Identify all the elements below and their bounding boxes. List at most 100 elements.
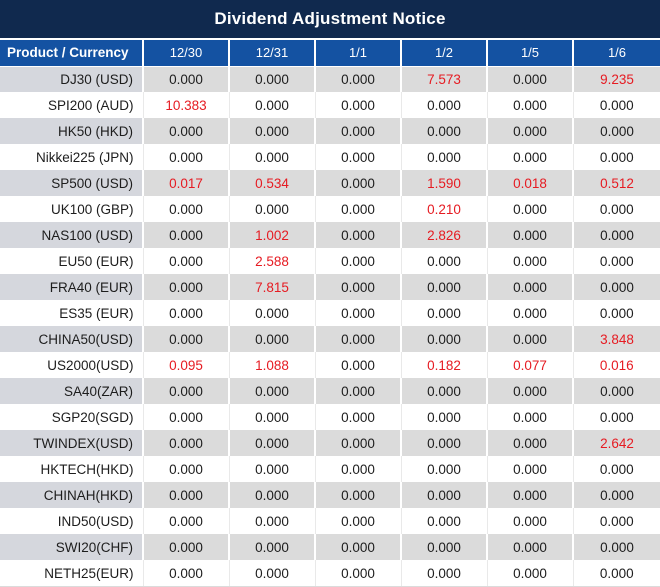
value-cell: 0.000 bbox=[142, 118, 229, 144]
column-header-date-5: 1/5 bbox=[486, 38, 573, 67]
value-cell: 0.000 bbox=[314, 456, 401, 482]
value-cell: 0.000 bbox=[572, 222, 660, 248]
value-cell: 0.000 bbox=[486, 534, 573, 560]
value-cell: 0.000 bbox=[572, 404, 660, 430]
product-label: ES35 (EUR) bbox=[0, 300, 143, 326]
column-header-date-2: 12/31 bbox=[228, 38, 315, 67]
value-cell: 0.000 bbox=[228, 508, 315, 534]
value-cell: 0.000 bbox=[314, 560, 401, 586]
page-title: Dividend Adjustment Notice bbox=[214, 9, 446, 28]
value-cell: 0.000 bbox=[400, 378, 487, 404]
value-cell: 0.000 bbox=[400, 482, 487, 508]
table-row: SP500 (USD) 0.017 0.534 0.000 1.590 0.01… bbox=[0, 170, 660, 196]
value-cell: 0.000 bbox=[486, 66, 573, 92]
value-cell: 0.000 bbox=[314, 66, 401, 92]
value-cell: 0.000 bbox=[486, 222, 573, 248]
value-cell: 0.512 bbox=[572, 170, 660, 196]
value-cell: 0.000 bbox=[572, 118, 660, 144]
value-cell: 0.000 bbox=[228, 482, 315, 508]
product-label: NAS100 (USD) bbox=[0, 222, 143, 248]
value-cell: 2.826 bbox=[400, 222, 487, 248]
dividend-table: Product / Currency 12/30 12/31 1/1 1/2 1… bbox=[0, 38, 660, 586]
value-cell: 0.000 bbox=[572, 248, 660, 274]
table-row: CHINAH(HKD) 0.000 0.000 0.000 0.000 0.00… bbox=[0, 482, 660, 508]
value-cell: 0.000 bbox=[314, 170, 401, 196]
value-cell: 0.000 bbox=[572, 378, 660, 404]
value-cell: 0.000 bbox=[228, 300, 315, 326]
value-cell: 0.000 bbox=[314, 92, 401, 118]
value-cell: 0.000 bbox=[314, 482, 401, 508]
table-row: ES35 (EUR) 0.000 0.000 0.000 0.000 0.000… bbox=[0, 300, 660, 326]
product-label: IND50(USD) bbox=[0, 508, 143, 534]
column-header-product: Product / Currency bbox=[0, 38, 143, 67]
value-cell: 1.088 bbox=[228, 352, 315, 378]
product-label: FRA40 (EUR) bbox=[0, 274, 143, 300]
value-cell: 0.000 bbox=[228, 430, 315, 456]
value-cell: 0.000 bbox=[314, 534, 401, 560]
value-cell: 0.000 bbox=[314, 248, 401, 274]
value-cell: 0.000 bbox=[486, 404, 573, 430]
table-row: DJ30 (USD) 0.000 0.000 0.000 7.573 0.000… bbox=[0, 66, 660, 92]
value-cell: 0.000 bbox=[314, 118, 401, 144]
value-cell: 0.000 bbox=[228, 456, 315, 482]
value-cell: 0.000 bbox=[314, 378, 401, 404]
table-row: SWI20(CHF) 0.000 0.000 0.000 0.000 0.000… bbox=[0, 534, 660, 560]
value-cell: 0.000 bbox=[572, 92, 660, 118]
value-cell: 0.000 bbox=[314, 508, 401, 534]
value-cell: 0.000 bbox=[314, 300, 401, 326]
title-bar: Dividend Adjustment Notice bbox=[0, 0, 660, 38]
product-label: EU50 (EUR) bbox=[0, 248, 143, 274]
value-cell: 0.000 bbox=[486, 118, 573, 144]
column-header-date-3: 1/1 bbox=[314, 38, 401, 67]
value-cell: 0.000 bbox=[572, 274, 660, 300]
value-cell: 0.000 bbox=[572, 482, 660, 508]
value-cell: 0.000 bbox=[400, 274, 487, 300]
table-row: Nikkei225 (JPN) 0.000 0.000 0.000 0.000 … bbox=[0, 144, 660, 170]
value-cell: 0.000 bbox=[486, 274, 573, 300]
value-cell: 10.383 bbox=[142, 92, 229, 118]
value-cell: 0.000 bbox=[228, 92, 315, 118]
value-cell: 0.000 bbox=[228, 378, 315, 404]
value-cell: 0.000 bbox=[142, 196, 229, 222]
column-header-date-4: 1/2 bbox=[400, 38, 487, 67]
value-cell: 0.000 bbox=[486, 248, 573, 274]
value-cell: 7.573 bbox=[400, 66, 487, 92]
value-cell: 0.000 bbox=[400, 534, 487, 560]
value-cell: 1.002 bbox=[228, 222, 315, 248]
value-cell: 0.000 bbox=[486, 300, 573, 326]
value-cell: 0.016 bbox=[572, 352, 660, 378]
value-cell: 0.000 bbox=[572, 196, 660, 222]
value-cell: 0.000 bbox=[142, 222, 229, 248]
value-cell: 0.077 bbox=[486, 352, 573, 378]
table-row: TWINDEX(USD) 0.000 0.000 0.000 0.000 0.0… bbox=[0, 430, 660, 456]
table-row: NAS100 (USD) 0.000 1.002 0.000 2.826 0.0… bbox=[0, 222, 660, 248]
table-row: SPI200 (AUD) 10.383 0.000 0.000 0.000 0.… bbox=[0, 92, 660, 118]
product-label: UK100 (GBP) bbox=[0, 196, 143, 222]
value-cell: 9.235 bbox=[572, 66, 660, 92]
product-label: US2000(USD) bbox=[0, 352, 143, 378]
table-body: DJ30 (USD) 0.000 0.000 0.000 7.573 0.000… bbox=[0, 66, 660, 586]
value-cell: 3.848 bbox=[572, 326, 660, 352]
table-row: FRA40 (EUR) 0.000 7.815 0.000 0.000 0.00… bbox=[0, 274, 660, 300]
value-cell: 0.000 bbox=[228, 66, 315, 92]
value-cell: 0.000 bbox=[400, 404, 487, 430]
value-cell: 0.000 bbox=[400, 300, 487, 326]
product-label: NETH25(EUR) bbox=[0, 560, 143, 586]
value-cell: 0.000 bbox=[400, 92, 487, 118]
value-cell: 0.000 bbox=[314, 196, 401, 222]
product-label: SA40(ZAR) bbox=[0, 378, 143, 404]
value-cell: 0.000 bbox=[314, 430, 401, 456]
product-label: TWINDEX(USD) bbox=[0, 430, 143, 456]
value-cell: 0.000 bbox=[314, 144, 401, 170]
value-cell: 0.000 bbox=[486, 326, 573, 352]
value-cell: 0.000 bbox=[400, 118, 487, 144]
value-cell: 0.000 bbox=[572, 144, 660, 170]
column-header-date-1: 12/30 bbox=[142, 38, 229, 67]
value-cell: 0.000 bbox=[228, 118, 315, 144]
value-cell: 0.000 bbox=[314, 404, 401, 430]
product-label: HK50 (HKD) bbox=[0, 118, 143, 144]
value-cell: 0.000 bbox=[228, 326, 315, 352]
table-row: CHINA50(USD) 0.000 0.000 0.000 0.000 0.0… bbox=[0, 326, 660, 352]
value-cell: 0.000 bbox=[142, 534, 229, 560]
product-label: SWI20(CHF) bbox=[0, 534, 143, 560]
